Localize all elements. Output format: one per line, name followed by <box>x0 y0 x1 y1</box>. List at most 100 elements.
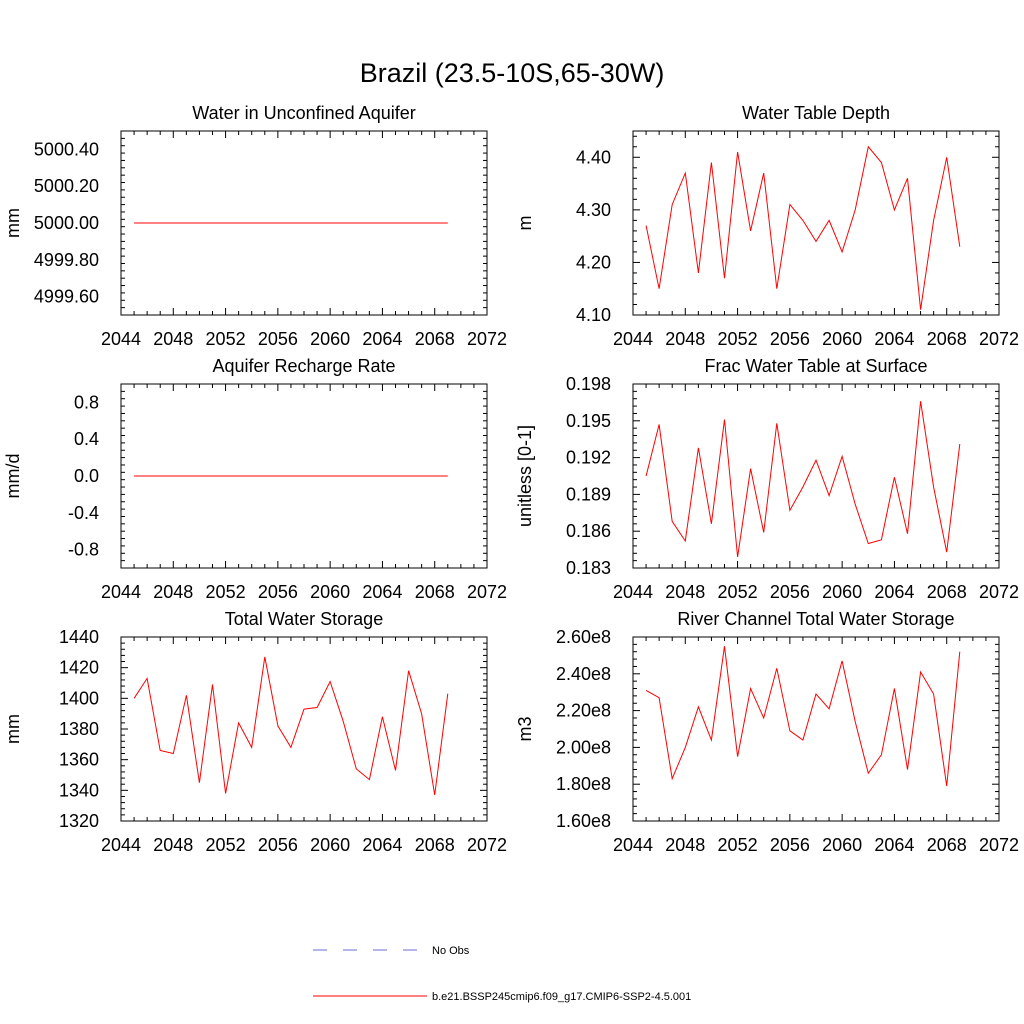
y-tick-label: 0.183 <box>566 558 611 578</box>
chart-panel-4: Total Water Storage 2044 2048 2052 2056 2060 2… <box>3 609 507 855</box>
x-tick-label: 2072 <box>467 582 507 602</box>
plot-frame <box>120 636 488 822</box>
x-tick-label: 2060 <box>310 329 350 349</box>
x-tick-label: 2068 <box>415 329 455 349</box>
y-tick-label: 0.192 <box>566 448 611 468</box>
y-axis-label: unitless [0-1] <box>515 425 535 527</box>
y-axis-label: mm <box>3 208 23 238</box>
chart-title: Aquifer Recharge Rate <box>212 356 395 376</box>
x-tick-label: 2056 <box>770 582 810 602</box>
y-axis-label: mm <box>3 714 23 744</box>
y-tick-label: 1400 <box>59 688 99 708</box>
x-tick-label: 2048 <box>665 582 705 602</box>
chart-title: Water Table Depth <box>742 103 890 123</box>
x-tick-label: 2052 <box>718 582 758 602</box>
x-tick-label: 2072 <box>467 329 507 349</box>
y-axis-label: m3 <box>515 716 535 741</box>
x-tick-label: 2060 <box>310 835 350 855</box>
y-axis-label: m <box>515 216 535 231</box>
chart-title: Total Water Storage <box>225 609 383 629</box>
y-tick-label: 0.0 <box>74 466 99 486</box>
x-tick-label: 2044 <box>101 329 141 349</box>
x-tick-label: 2052 <box>718 329 758 349</box>
y-tick-label: 1380 <box>59 719 99 739</box>
y-tick-label: 5000.00 <box>34 213 99 233</box>
x-tick-label: 2064 <box>362 329 402 349</box>
page-title: Brazil (23.5-10S,65-30W) <box>360 58 665 88</box>
y-tick-label: 0.186 <box>566 521 611 541</box>
x-tick-label: 2044 <box>613 329 653 349</box>
y-tick-label: 4.40 <box>576 147 611 167</box>
x-tick-label: 2064 <box>362 835 402 855</box>
x-tick-label: 2060 <box>822 835 862 855</box>
y-tick-label: 4.30 <box>576 200 611 220</box>
y-tick-label: 1.60e8 <box>556 811 611 831</box>
x-tick-label: 2060 <box>310 582 350 602</box>
y-tick-label: 0.195 <box>566 411 611 431</box>
legend: No Obs b.e21.BSSP245cmip6.f09_g17.CMIP6-… <box>313 945 691 1003</box>
x-tick-label: 2052 <box>206 329 246 349</box>
x-tick-label: 2060 <box>822 582 862 602</box>
chart-panel-0: Water in Unconfined Aquifer 2044 2048 2052 2… <box>3 103 507 349</box>
chart-panel-3: Frac Water Table at Surface 2044 2048 2052 2… <box>515 356 1019 602</box>
chart-title: River Channel Total Water Storage <box>677 609 954 629</box>
chart-title: Frac Water Table at Surface <box>704 356 927 376</box>
x-tick-label: 2044 <box>101 582 141 602</box>
y-tick-label: 2.00e8 <box>556 737 611 757</box>
x-tick-label: 2048 <box>153 835 193 855</box>
y-tick-label: 1340 <box>59 780 99 800</box>
chart-title: Water in Unconfined Aquifer <box>192 103 415 123</box>
y-tick-label: -0.8 <box>68 540 99 560</box>
x-tick-label: 2056 <box>258 329 298 349</box>
y-tick-label: 4.10 <box>576 305 611 325</box>
y-tick-label: 0.198 <box>566 374 611 394</box>
chart-panel-1: Water Table Depth 2044 2048 2052 2056 2060 206… <box>515 103 1019 349</box>
series-line <box>645 646 961 787</box>
x-tick-label: 2056 <box>258 835 298 855</box>
x-tick-label: 2048 <box>665 329 705 349</box>
series-line <box>645 401 961 558</box>
chart-panel-5: River Channel Total Water Storage 2044 204… <box>515 609 1019 855</box>
plot-frame <box>632 636 1000 822</box>
x-tick-label: 2072 <box>467 835 507 855</box>
plot-frame <box>632 130 1000 316</box>
y-tick-label: 4999.80 <box>34 250 99 270</box>
y-tick-label: 1420 <box>59 658 99 678</box>
y-tick-label: -0.4 <box>68 503 99 523</box>
x-tick-label: 2068 <box>927 582 967 602</box>
chart-panel-2: Aquifer Recharge Rate 2044 2048 2052 2056 206… <box>3 356 507 602</box>
x-tick-label: 2044 <box>101 835 141 855</box>
y-tick-label: 1440 <box>59 627 99 647</box>
x-tick-label: 2072 <box>979 329 1019 349</box>
y-tick-label: 0.4 <box>74 429 99 449</box>
y-tick-label: 1360 <box>59 750 99 770</box>
x-tick-label: 2072 <box>979 582 1019 602</box>
y-axis-label: mm/d <box>3 454 23 499</box>
y-tick-label: 1.80e8 <box>556 774 611 794</box>
y-tick-label: 2.60e8 <box>556 627 611 647</box>
y-tick-label: 4.20 <box>576 252 611 272</box>
x-tick-label: 2068 <box>415 835 455 855</box>
x-tick-label: 2048 <box>153 329 193 349</box>
y-tick-label: 1320 <box>59 811 99 831</box>
legend-model-label: b.e21.BSSP245cmip6.f09_g17.CMIP6-SSP2-4.… <box>432 991 691 1003</box>
x-tick-label: 2056 <box>770 329 810 349</box>
y-tick-label: 2.40e8 <box>556 664 611 684</box>
x-tick-label: 2052 <box>206 582 246 602</box>
panels-group: Water in Unconfined Aquifer 2044 2048 2052 2… <box>3 103 1019 855</box>
y-tick-label: 0.189 <box>566 484 611 504</box>
y-tick-label: 2.20e8 <box>556 701 611 721</box>
x-tick-label: 2048 <box>665 835 705 855</box>
x-tick-label: 2064 <box>874 582 914 602</box>
x-tick-label: 2048 <box>153 582 193 602</box>
series-line <box>133 656 449 795</box>
y-tick-label: 4999.60 <box>34 287 99 307</box>
legend-obs-label: No Obs <box>432 945 470 957</box>
x-tick-label: 2044 <box>613 835 653 855</box>
y-tick-label: 5000.40 <box>34 139 99 159</box>
x-tick-label: 2060 <box>822 329 862 349</box>
x-tick-label: 2056 <box>770 835 810 855</box>
x-tick-label: 2068 <box>415 582 455 602</box>
x-tick-label: 2068 <box>927 835 967 855</box>
